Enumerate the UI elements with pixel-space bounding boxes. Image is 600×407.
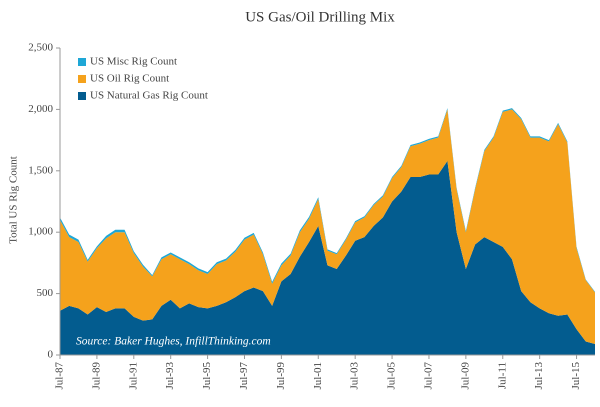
y-tick-label: 0 [48,349,54,361]
x-tick-label: Jul-97 [238,362,250,390]
legend-swatch [78,92,86,100]
chart-title: US Gas/Oil Drilling Mix [245,9,395,25]
legend-swatch [78,58,86,66]
x-tick-label: Jul-99 [275,362,287,390]
y-tick-label: 500 [37,287,54,299]
y-tick-label: 2,000 [28,103,53,115]
y-axis-label: Total US Rig Count [8,156,20,244]
legend-label: US Oil Rig Count [90,73,169,85]
y-tick-label: 2,500 [28,42,53,54]
x-tick-label: Jul-09 [459,362,471,390]
area [60,109,595,344]
x-tick-label: Jul-03 [349,362,361,390]
x-tick-label: Jul-95 [201,362,213,390]
x-tick-label: Jul-93 [164,362,176,390]
x-tick-label: Jul-87 [54,362,66,390]
x-tick-label: Jul-07 [422,362,434,390]
legend-label: US Natural Gas Rig Count [90,90,208,102]
x-tick-label: Jul-11 [496,362,508,389]
area [60,160,595,355]
y-tick-label: 1,500 [28,164,53,176]
x-tick-label: Jul-01 [312,362,324,390]
annotation: Source: Baker Hughes, InfillThinking.com [76,336,271,348]
x-tick-label: Jul-13 [533,362,545,390]
y-tick-label: 1,000 [28,226,53,238]
legend-swatch [78,75,86,83]
x-tick-label: Jul-91 [127,362,139,390]
x-tick-label: Jul-89 [90,362,102,390]
x-tick-label: Jul-05 [386,362,398,390]
x-tick-label: Jul-15 [570,362,582,390]
legend-label: US Misc Rig Count [90,56,177,68]
